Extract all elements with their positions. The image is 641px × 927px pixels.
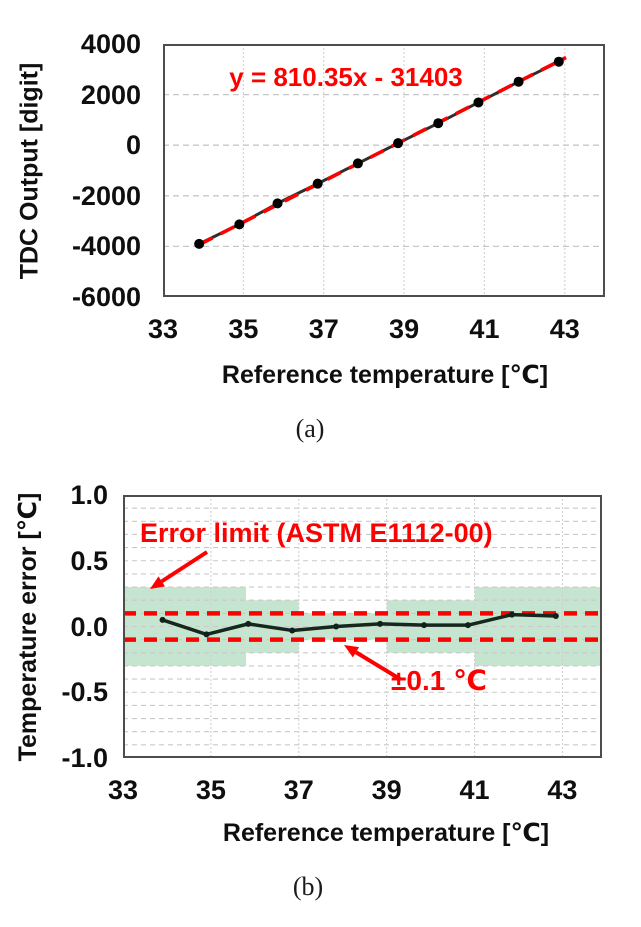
chart-b-temperature-error: Temperature error [℃] Error limit (ASTM … (0, 463, 641, 927)
data-marker (194, 238, 205, 249)
y-tick-label: -6000 (71, 282, 141, 312)
data-marker (421, 622, 428, 629)
chart-a-plot-area (163, 44, 605, 297)
data-marker (473, 97, 484, 108)
data-marker (333, 623, 340, 630)
data-marker (433, 118, 444, 129)
y-tick-label: -4000 (71, 231, 141, 262)
data-marker (508, 611, 515, 618)
x-tick-label: 35 (195, 775, 226, 805)
y-tick-label: -1.0 (61, 743, 108, 773)
x-tick-label: 39 (389, 314, 420, 344)
x-tick-label: 37 (308, 314, 339, 344)
x-tick-label: 41 (469, 314, 500, 344)
annotation-arrow-icon (160, 550, 209, 584)
plot-frame (123, 495, 602, 758)
y-tick-label: 0.0 (70, 611, 108, 642)
y-tick-label: 0 (125, 130, 141, 161)
data-marker (513, 76, 524, 87)
x-tick-label: 41 (459, 775, 490, 805)
x-tick-label: 33 (107, 775, 139, 805)
x-tick-label: 37 (283, 775, 314, 805)
trendline (198, 55, 567, 247)
data-marker (464, 622, 471, 629)
caption-b: (b) (292, 872, 324, 901)
annotation-arrowhead-icon (150, 576, 166, 589)
chart-b-x-axis-title: Reference temperature [℃] (222, 819, 550, 847)
plot-frame (163, 44, 605, 297)
data-marker (553, 56, 564, 67)
data-marker (159, 616, 166, 623)
x-tick-label: 43 (547, 775, 578, 805)
data-marker (312, 178, 323, 189)
error-limit-annotation: Error limit (ASTM E1112-00) (140, 518, 493, 548)
data-marker (203, 631, 210, 638)
chart-a-x-axis-title: Reference temperature [℃] (221, 361, 549, 389)
data-marker (377, 620, 384, 627)
y-tick-label: 1.0 (70, 480, 108, 510)
x-tick-label: 33 (147, 314, 179, 344)
data-marker (552, 612, 559, 619)
y-tick-label: 4000 (80, 29, 141, 59)
y-tick-label: -0.5 (61, 677, 108, 708)
chart-b-plot-area (123, 495, 602, 758)
data-marker (234, 219, 245, 230)
trendline-equation-label: y = 810.35x - 31403 (229, 62, 463, 92)
data-marker (272, 198, 283, 209)
y-tick-label: 2000 (80, 79, 141, 110)
annotation-arrow-icon (354, 650, 402, 681)
y-tick-label: 0.5 (70, 545, 108, 576)
x-tick-label: 39 (371, 775, 402, 805)
y-tick-label: -2000 (71, 180, 141, 211)
data-marker (393, 138, 404, 149)
x-tick-label: 43 (549, 314, 580, 344)
data-marker (245, 620, 252, 627)
chart-a-tdc-output: TDC Output [digit] y = 810.35x - 31403 R… (0, 0, 641, 463)
annotation-arrowhead-icon (344, 645, 360, 658)
data-marker (352, 158, 363, 169)
x-tick-label: 35 (228, 314, 259, 344)
data-marker (289, 627, 296, 634)
data-line (162, 612, 556, 637)
limit-value-annotation: ±0.1 ℃ (391, 665, 487, 696)
caption-a: (a) (295, 414, 325, 443)
